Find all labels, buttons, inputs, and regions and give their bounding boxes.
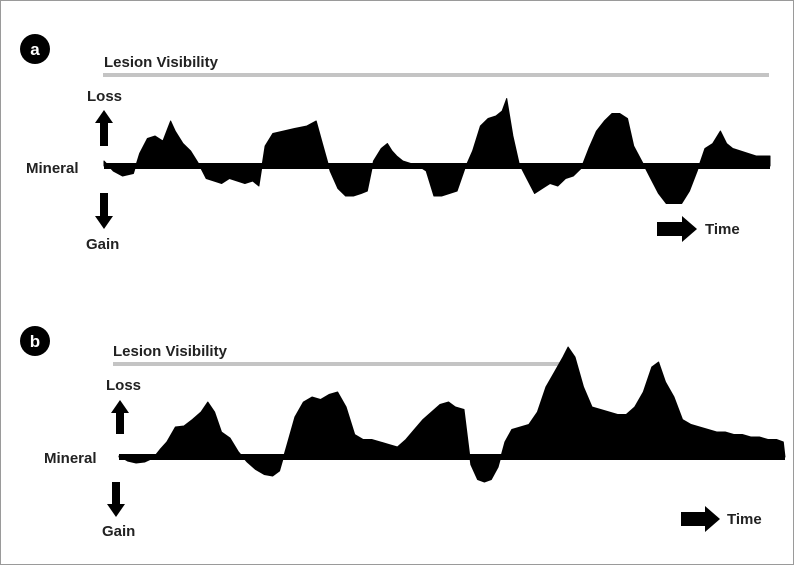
panel-b-loss-label: Loss: [106, 377, 141, 394]
panel-b-lesion-visibility-label: Lesion Visibility: [113, 343, 228, 360]
panel-a-loss-arrow-icon: [95, 110, 113, 146]
panel-b-time-arrow-icon: [681, 506, 720, 532]
panel-a-letter: a: [30, 40, 40, 59]
panel-a-lesion-visibility-bar: [103, 73, 769, 77]
panel-b-mineral-label: Mineral: [44, 450, 97, 467]
panel-b: b Lesion Visibility Loss Mineral Gain Ti…: [20, 326, 786, 540]
panel-a-badge: [20, 34, 50, 64]
panel-a-loss-label: Loss: [87, 88, 122, 105]
panel-b-gain-arrow-icon: [107, 482, 125, 517]
panel-a-lesion-visibility-label: Lesion Visibility: [104, 54, 219, 71]
panel-a-time-arrow-icon: [657, 216, 697, 242]
panel-a-mineral-profile: [103, 98, 771, 204]
panel-b-time-label: Time: [727, 511, 762, 528]
panel-b-mineral-profile: [118, 346, 786, 483]
panel-a-mineral-label: Mineral: [26, 160, 79, 177]
panel-b-letter: b: [30, 332, 40, 351]
panel-b-lesion-visibility-bar: [113, 362, 560, 366]
panel-a-gain-arrow-icon: [95, 193, 113, 229]
panel-a-gain-label: Gain: [86, 236, 119, 253]
panel-b-gain-label: Gain: [102, 523, 135, 540]
panel-b-badge: [20, 326, 50, 356]
panel-a-time-label: Time: [705, 221, 740, 238]
panel-a: a Lesion Visibility Loss Mineral Gain Ti…: [20, 34, 771, 253]
panel-b-mineral-baseline: [119, 454, 785, 460]
panel-b-loss-arrow-icon: [111, 400, 129, 434]
panel-a-mineral-baseline: [104, 163, 770, 169]
